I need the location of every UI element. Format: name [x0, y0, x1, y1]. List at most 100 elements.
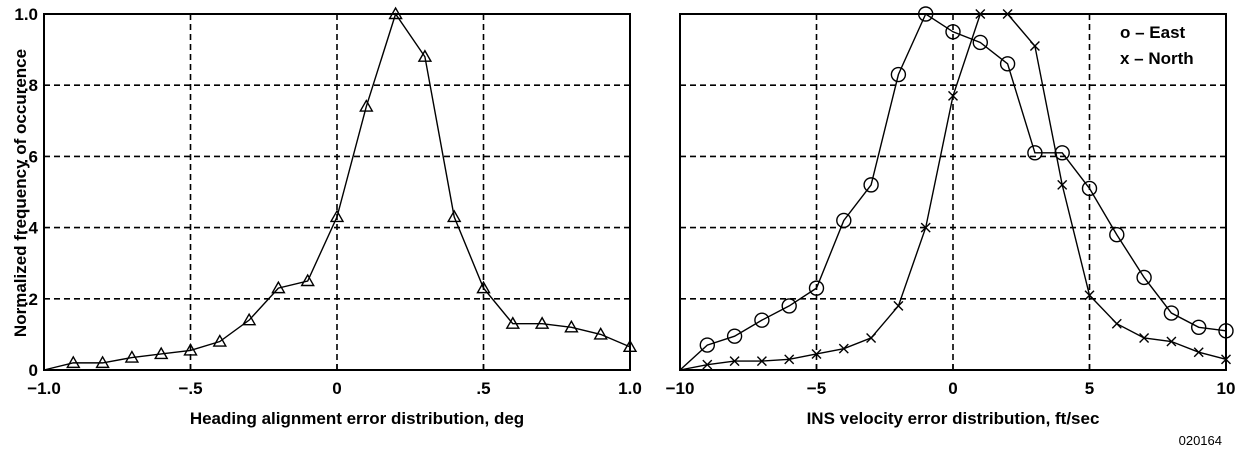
data-point — [754, 312, 770, 328]
series-circle — [679, 6, 1234, 371]
data-point — [476, 280, 491, 294]
data-point — [811, 348, 822, 359]
data-point — [622, 339, 638, 353]
data-point — [1221, 354, 1231, 365]
y-tick-label: .6 — [24, 147, 38, 166]
data-point — [1084, 290, 1095, 301]
series-line — [679, 12, 1227, 371]
data-point — [1139, 332, 1150, 343]
data-point — [726, 328, 743, 344]
data-point — [1081, 180, 1098, 197]
x-axis-label: INS velocity error distribution, ft/sec — [807, 409, 1100, 428]
cross-stroke — [948, 90, 958, 101]
cross-stroke — [1166, 336, 1177, 347]
x-axis-label: Heading alignment error distribution, de… — [190, 409, 524, 428]
data-point — [863, 177, 879, 193]
data-point — [866, 332, 877, 343]
y-tick-label: 0 — [29, 361, 38, 380]
cross-stroke — [893, 300, 904, 311]
cross-stroke — [920, 222, 931, 233]
data-point — [417, 49, 433, 62]
data-point — [893, 300, 904, 311]
cross-stroke — [1139, 332, 1150, 343]
cross-stroke — [702, 359, 713, 370]
data-point — [124, 350, 140, 363]
y-tick-label: .8 — [24, 76, 38, 95]
y-tick-label: .4 — [24, 219, 39, 238]
data-point — [388, 6, 403, 20]
x-tick-label: 5 — [1085, 379, 1094, 398]
data-point — [975, 9, 986, 19]
series-cross — [679, 9, 1231, 371]
data-point — [945, 24, 961, 40]
data-point — [781, 298, 797, 314]
data-point — [212, 334, 228, 347]
x-tick-label: 10 — [1217, 379, 1236, 398]
cross-stroke — [756, 356, 767, 367]
data-point — [972, 34, 988, 51]
data-point — [534, 316, 550, 329]
legend-north: x – North — [1120, 49, 1194, 68]
cross-stroke — [975, 9, 986, 19]
x-tick-label: −.5 — [178, 379, 202, 398]
x-tick-label: −1.0 — [27, 379, 61, 398]
data-point — [183, 343, 198, 356]
x-tick-label: −10 — [666, 379, 695, 398]
heading-error-panel: −1.0 −.5 0 .5 1.0 0 .2 .4 .6 .8 1.0 Heading alignme… — [14, 5, 641, 428]
x-tick-label: 1.0 — [618, 379, 642, 398]
cross-stroke — [1221, 354, 1231, 365]
legend-east: o – East — [1120, 23, 1186, 42]
data-point — [153, 346, 169, 360]
data-point — [1111, 318, 1122, 329]
data-point — [1109, 227, 1125, 243]
data-point — [999, 56, 1016, 72]
y-tick-label: 1.0 — [14, 5, 38, 24]
data-point — [1027, 145, 1043, 161]
data-point — [359, 99, 374, 112]
x-tick-label: −5 — [807, 379, 826, 398]
data-point — [808, 280, 825, 296]
cross-stroke — [1029, 41, 1040, 52]
data-point — [1163, 305, 1180, 321]
data-point — [699, 337, 715, 353]
cross-stroke — [1111, 318, 1122, 329]
data-point — [1136, 269, 1152, 286]
data-point — [729, 356, 740, 367]
data-point — [838, 343, 849, 354]
x-tick-label: 0 — [948, 379, 957, 398]
cross-stroke — [866, 332, 877, 343]
cross-stroke — [1002, 9, 1013, 19]
data-point — [1029, 41, 1040, 52]
data-point — [593, 326, 608, 340]
y-axis-label: Normalized frequency of occurence — [11, 49, 30, 337]
x-tick-label: .5 — [476, 379, 490, 398]
data-point — [1193, 347, 1204, 358]
data-point — [271, 280, 286, 294]
series-triangle — [43, 6, 638, 371]
data-point — [446, 209, 462, 223]
data-point — [756, 356, 767, 367]
data-point — [1057, 179, 1068, 190]
cross-stroke — [1084, 290, 1095, 301]
y-tick-label: .2 — [24, 290, 38, 309]
data-point — [920, 222, 931, 233]
figure-code: 020164 — [1179, 433, 1222, 448]
velocity-error-panel: −10 −5 0 5 10 INS velocity error distribution… — [666, 6, 1236, 428]
data-point — [505, 316, 521, 329]
data-point — [1002, 9, 1013, 19]
data-point — [95, 355, 110, 369]
data-point — [702, 359, 713, 370]
cross-stroke — [1193, 347, 1204, 358]
data-point — [241, 312, 257, 326]
cross-stroke — [838, 343, 849, 354]
data-point — [918, 6, 934, 22]
data-point — [1190, 319, 1207, 335]
data-point — [948, 90, 958, 101]
data-point — [1166, 336, 1177, 347]
data-point — [329, 209, 345, 223]
data-point — [890, 66, 907, 83]
data-point — [66, 355, 81, 369]
data-point — [300, 273, 315, 287]
data-point — [564, 319, 579, 333]
